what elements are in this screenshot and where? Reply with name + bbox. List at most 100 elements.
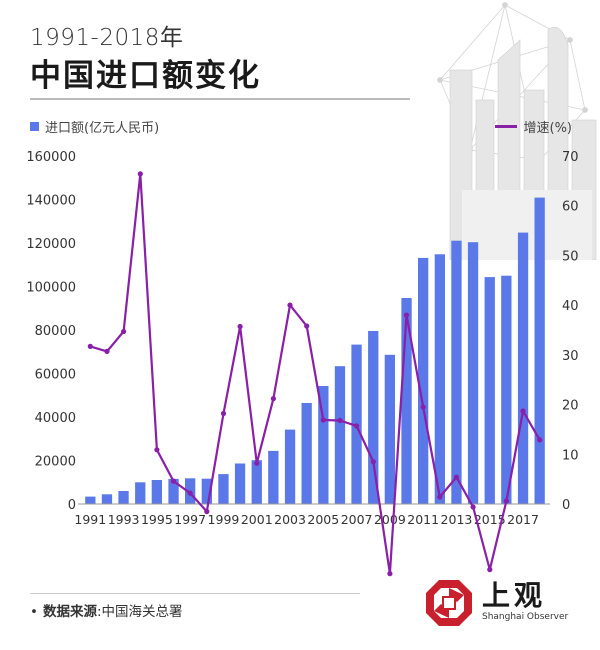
right-axis-tick-label: 30 (562, 349, 579, 364)
growth-rate-point (487, 567, 493, 573)
import-bar (135, 482, 146, 504)
shanghai-observer-logo-icon (426, 580, 472, 626)
brand-name-cn: 上观 (482, 579, 547, 612)
growth-rate-point (87, 343, 93, 349)
import-bar (168, 478, 179, 504)
import-bar (301, 403, 312, 504)
growth-rate-point (104, 348, 110, 354)
chart-title: 中国进口额变化 (30, 58, 261, 94)
x-axis-tick-label: 2005 (307, 512, 339, 527)
x-axis-tick-label: 1997 (174, 512, 206, 527)
title-divider (30, 98, 410, 100)
source-note: • 数据来源:中国海关总署 (30, 600, 183, 620)
import-bar (501, 275, 512, 504)
x-axis-tick-label: 2009 (374, 512, 406, 527)
import-bar (201, 478, 212, 504)
import-bar (118, 491, 129, 504)
x-axis-tick-label: 2011 (407, 512, 439, 527)
source-text: :中国海关总署 (96, 604, 183, 620)
growth-rate-point (437, 494, 443, 500)
x-axis-tick-label: 2017 (507, 512, 539, 527)
source-bullet: • (30, 604, 38, 620)
left-axis-tick-label: 40000 (35, 411, 76, 426)
growth-rate-point (387, 571, 393, 577)
legend-bars: 进口额(亿元人民币) (30, 117, 159, 136)
growth-rate-point (237, 323, 243, 330)
import-bar (234, 463, 246, 504)
left-axis-tick-label: 80000 (35, 324, 76, 339)
left-axis-tick-label: 160000 (26, 150, 76, 165)
x-axis-tick-label: 2007 (341, 512, 373, 527)
legend-bar-label: 进口额(亿元人民币) (45, 121, 160, 136)
growth-rate-point (187, 490, 193, 496)
import-bar (85, 496, 96, 504)
growth-rate-point (337, 417, 343, 424)
growth-rate-line (89, 172, 541, 575)
x-axis-tick-label: 2015 (474, 512, 506, 527)
growth-rate-point (137, 171, 143, 177)
x-axis-tick-label: 2001 (241, 512, 273, 527)
left-axis-tick-label: 100000 (26, 281, 76, 296)
import-bar (467, 242, 479, 504)
import-bar (284, 429, 296, 504)
import-bar (101, 494, 113, 504)
growth-rate-point (220, 410, 227, 417)
x-axis-tick-label: 1999 (208, 512, 240, 527)
growth-rate-point (121, 328, 127, 335)
import-bar (534, 197, 545, 504)
growth-rate-point (370, 459, 376, 465)
x-axis-tick-label: 1993 (108, 512, 140, 527)
import-bar (451, 240, 462, 504)
legend-line-swatch (494, 125, 517, 128)
x-axis-tick-label: 1995 (141, 512, 173, 527)
right-axis-tick-label: 50 (562, 249, 579, 264)
footer-divider (30, 593, 360, 594)
growth-rate-point (204, 508, 210, 515)
growth-rate-point (320, 417, 326, 423)
left-axis-tick-label: 20000 (35, 455, 76, 470)
import-bar (517, 232, 529, 504)
growth-rate-point (354, 423, 360, 429)
import-bar (384, 354, 395, 504)
x-axis-tick-label: 2013 (441, 512, 473, 527)
import-chart: 0 20000 40000 60000 80000 100000 120000 140000 1… (26, 150, 579, 577)
left-axis-tick-label: 60000 (35, 368, 76, 383)
import-bar (418, 257, 429, 504)
legend-line-label: 增速(%) (523, 121, 573, 136)
growth-rate-point (420, 404, 426, 410)
growth-rate-point (254, 460, 260, 466)
growth-rate-point (170, 478, 177, 484)
import-bar (251, 460, 262, 504)
growth-rate-point (503, 498, 509, 504)
right-axis-tick-label: 10 (562, 448, 579, 463)
source-label: 数据来源 (42, 604, 97, 620)
right-axis-tick-label: 70 (562, 150, 579, 165)
import-bar (318, 386, 329, 504)
right-axis-tick-label: 60 (562, 200, 579, 215)
growth-rate-point (403, 312, 410, 318)
legend-line: 增速(%) (494, 117, 573, 136)
legend-bar-swatch (30, 122, 39, 131)
left-axis-tick-label: 120000 (26, 237, 76, 252)
import-bar (334, 366, 346, 504)
x-axis-tick-label: 1991 (74, 512, 106, 527)
right-axis-tick-label: 40 (562, 299, 579, 314)
import-bar (434, 254, 445, 504)
growth-rate-point (520, 408, 526, 414)
growth-rate-point (287, 302, 293, 308)
growth-rate-point (470, 504, 476, 510)
import-bar (218, 474, 229, 504)
import-bar (151, 480, 162, 504)
left-axis-tick-label: 140000 (26, 194, 76, 209)
import-bar (268, 450, 279, 504)
right-axis-tick-label: 0 (562, 498, 570, 513)
import-bar (484, 277, 495, 504)
brand-name-en: Shanghai Observer (482, 612, 569, 622)
year-range-title: 1991-2018年 (30, 25, 184, 51)
growth-rate-point (304, 323, 310, 329)
growth-rate-point (154, 447, 160, 453)
x-axis-tick-label: 2003 (274, 512, 306, 527)
right-axis-tick-label: 20 (562, 399, 579, 414)
import-bar (401, 298, 412, 504)
growth-rate-point (270, 396, 276, 402)
